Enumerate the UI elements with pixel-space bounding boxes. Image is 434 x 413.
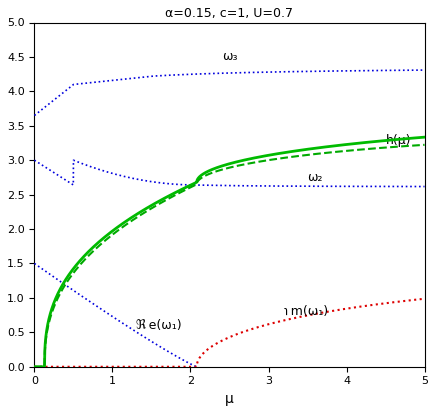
Text: ω₂: ω₂ — [307, 171, 322, 184]
Text: h(μ): h(μ) — [385, 134, 410, 147]
Text: ω₃: ω₃ — [221, 50, 237, 63]
Text: ℩ m(ω₁): ℩ m(ω₁) — [283, 305, 328, 318]
Title: α=0.15, c=1, U=0.7: α=0.15, c=1, U=0.7 — [165, 7, 293, 20]
Text: ℜ e(ω₁): ℜ e(ω₁) — [135, 319, 181, 332]
X-axis label: μ: μ — [224, 392, 233, 406]
